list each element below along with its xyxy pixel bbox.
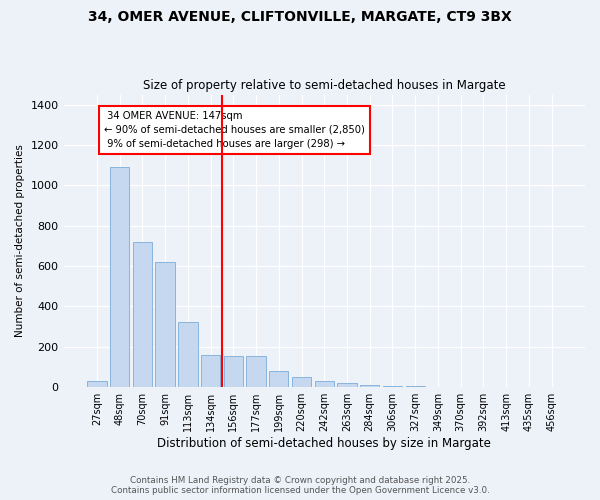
Bar <box>87 381 107 387</box>
Bar <box>247 356 266 387</box>
Text: 34 OMER AVENUE: 147sqm
← 90% of semi-detached houses are smaller (2,850)
 9% of : 34 OMER AVENUE: 147sqm ← 90% of semi-det… <box>104 110 365 148</box>
Title: Size of property relative to semi-detached houses in Margate: Size of property relative to semi-detach… <box>143 79 506 92</box>
Bar <box>133 242 152 387</box>
Bar <box>383 386 402 387</box>
Bar <box>178 322 197 387</box>
Bar <box>201 355 220 387</box>
Text: Contains HM Land Registry data © Crown copyright and database right 2025.
Contai: Contains HM Land Registry data © Crown c… <box>110 476 490 495</box>
Bar <box>155 262 175 387</box>
Text: 34, OMER AVENUE, CLIFTONVILLE, MARGATE, CT9 3BX: 34, OMER AVENUE, CLIFTONVILLE, MARGATE, … <box>88 10 512 24</box>
Bar <box>406 386 425 387</box>
Bar <box>337 383 356 387</box>
Y-axis label: Number of semi-detached properties: Number of semi-detached properties <box>15 144 25 338</box>
Bar <box>292 377 311 387</box>
Bar <box>224 356 243 387</box>
Bar <box>269 371 289 387</box>
Bar <box>314 381 334 387</box>
X-axis label: Distribution of semi-detached houses by size in Margate: Distribution of semi-detached houses by … <box>157 437 491 450</box>
Bar <box>110 167 130 387</box>
Bar <box>360 385 379 387</box>
